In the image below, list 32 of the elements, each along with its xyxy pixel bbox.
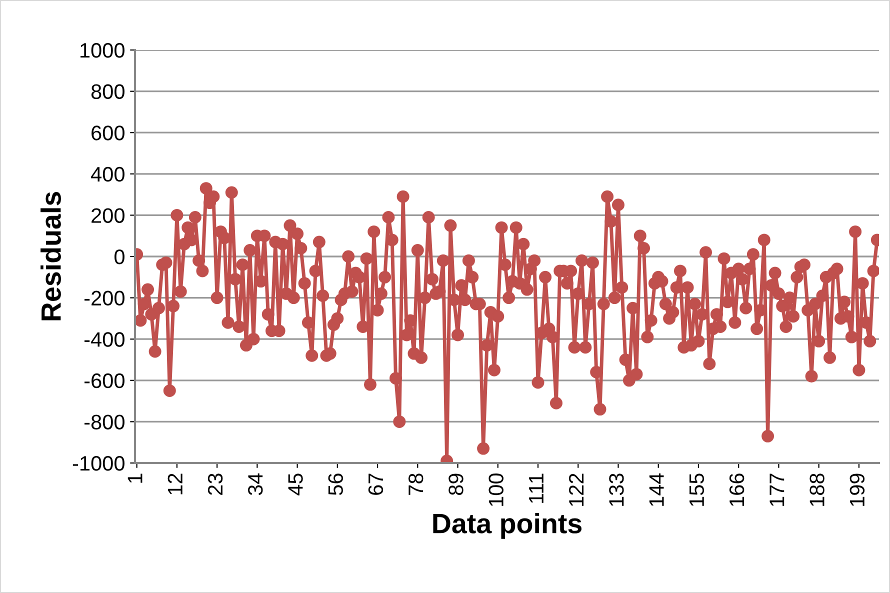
y-tick-label: 600: [92, 126, 124, 140]
x-tick-label: 177: [770, 474, 784, 506]
x-tick-label: 56: [328, 474, 344, 496]
x-tick-label: 67: [368, 474, 384, 495]
x-tick-label: 78: [408, 474, 424, 495]
y-tick-label: 800: [91, 84, 124, 100]
x-tick-label: 155: [690, 474, 704, 506]
y-tick-label: 400: [91, 166, 124, 182]
x-axis-title: Data points: [433, 513, 582, 539]
x-tick-label: 100: [488, 474, 504, 506]
x-tick-label: 188: [810, 474, 824, 506]
y-tick-label: 200: [92, 208, 124, 223]
x-tick-label: 12: [168, 474, 182, 494]
x-tick-label: 34: [248, 473, 263, 496]
x-tick-label: 122: [568, 474, 584, 506]
x-tick-label: 133: [609, 474, 624, 506]
x-tick-label: 111: [529, 474, 544, 503]
y-tick-label: -1000: [72, 456, 124, 471]
x-tick-label: 89: [448, 474, 464, 495]
y-tick-label: -600: [84, 373, 124, 388]
y-tick-label: 1000: [80, 43, 124, 58]
x-tick-label: 144: [649, 473, 664, 506]
y-tick-label: -400: [84, 332, 124, 347]
x-tick-label: 23: [208, 474, 223, 495]
x-tick-label: 166: [729, 474, 744, 506]
y-tick-label: 0: [114, 250, 124, 264]
x-tick-label: 199: [850, 474, 865, 506]
y-tick-label: -200: [84, 290, 124, 306]
x-tick-label: 1: [128, 474, 142, 483]
y-axis-title: Residuals: [40, 192, 61, 320]
x-tick-label: 45: [288, 474, 303, 496]
y-tick-label: -800: [84, 414, 124, 430]
